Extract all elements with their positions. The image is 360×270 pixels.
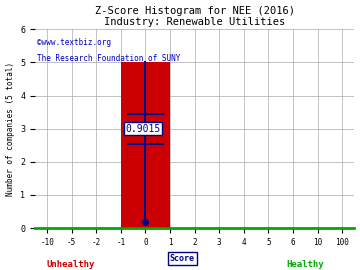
Text: The Research Foundation of SUNY: The Research Foundation of SUNY <box>37 54 181 63</box>
Bar <box>121 62 170 228</box>
Text: ©www.textbiz.org: ©www.textbiz.org <box>37 38 111 47</box>
Text: Unhealthy: Unhealthy <box>47 260 95 269</box>
Text: Score: Score <box>170 254 195 263</box>
Text: 0.9015: 0.9015 <box>125 124 161 134</box>
Text: Healthy: Healthy <box>286 260 324 269</box>
Y-axis label: Number of companies (5 total): Number of companies (5 total) <box>5 62 14 196</box>
Title: Z-Score Histogram for NEE (2016)
Industry: Renewable Utilities: Z-Score Histogram for NEE (2016) Industr… <box>95 6 294 27</box>
